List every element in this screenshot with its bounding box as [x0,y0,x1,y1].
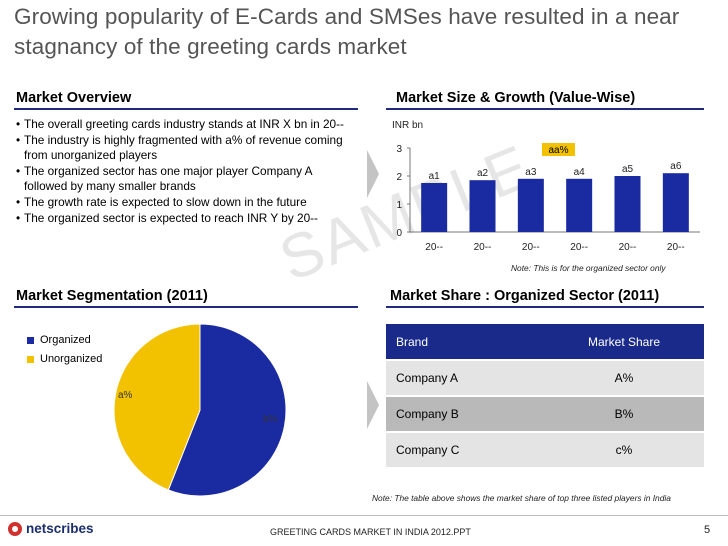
legend-item-unorganized: Unorganized [27,350,102,369]
bar-axes: 0 1 2 3 [396,144,700,239]
market-segmentation-header: Market Segmentation (2011) [14,286,358,308]
brand-cell: Company C [386,432,544,469]
share-cell: A% [544,360,704,397]
x-tick-label: 20-- [474,242,492,253]
bar [614,176,641,232]
legend-label: Organized [40,334,91,346]
market-size-note: Note: This is for the organized sector o… [511,263,666,273]
table-row: Company C c% [386,432,704,469]
y-tick-label: 1 [396,200,402,211]
bar [662,173,689,232]
netscribes-logo: netscribes [8,521,94,536]
pie-slice-organized [167,323,287,497]
market-share-heading: Market Share : Organized Sector (2011) [390,288,660,304]
brand-cell: Company A [386,360,544,397]
chevron-right-icon [367,381,379,429]
y-tick-label: 0 [396,228,402,239]
market-size-heading: Market Size & Growth (Value-Wise) [396,90,636,106]
overview-bullet: The organized sector has one major playe… [16,164,356,195]
bar-data-label: a3 [525,167,537,178]
pie-legend: Organized Unorganized [27,331,102,369]
legend-label: Unorganized [40,353,103,365]
footer-divider [0,515,728,516]
chevron-right-icon [367,150,379,198]
y-axis-unit-label: INR bn [392,120,423,131]
footer-document-name: GREETING CARDS MARKET IN INDIA 2012.PPT [270,527,471,537]
column-header-share: Market Share [544,324,704,361]
pie-slices [113,323,287,497]
bar-marks: a1 20-- a2 20-- a3 20-- a4 20-- a5 20-- a6 20-- [421,161,689,253]
market-size-header: Market Size & Growth (Value-Wise) [386,88,704,110]
legend-swatch [27,356,34,363]
legend-swatch [27,337,34,344]
market-segmentation-heading: Market Segmentation (2011) [16,288,208,304]
pie-slice-label-organized: b% [263,414,278,425]
bar [517,178,544,232]
bar-data-label: a2 [477,168,489,179]
market-share-table: Brand Market Share Company A A% Company … [386,324,704,469]
x-tick-label: 20-- [619,242,637,253]
cagr-label: aa% [548,145,568,156]
overview-bullet: The growth rate is expected to slow down… [16,195,356,211]
x-tick-label: 20-- [425,242,443,253]
share-cell: c% [544,432,704,469]
logo-mark-icon [8,521,22,536]
bar [421,183,448,232]
logo-text: netscribes [26,521,94,536]
table-row: Company A A% [386,360,704,397]
market-share-note: Note: The table above shows the market s… [372,493,671,503]
x-tick-label: 20-- [522,242,540,253]
market-segmentation-pie-chart [113,323,287,497]
legend-item-organized: Organized [27,331,102,350]
bar [469,180,496,232]
market-size-bar-chart: INR bn 0 1 2 3 a1 20-- a2 20-- a3 20-- a4 20-- a5 20… [392,120,700,253]
overview-bullet: The organized sector is expected to reac… [16,211,356,227]
y-tick-label: 2 [396,172,402,183]
overview-bullet: The overall greeting cards industry stan… [16,117,356,133]
table-row: Company B B% [386,396,704,433]
column-header-brand: Brand [386,324,544,361]
share-cell: B% [544,396,704,433]
brand-cell: Company B [386,396,544,433]
page-number: 5 [704,524,711,536]
bar-data-label: a5 [622,164,634,175]
x-tick-label: 20-- [570,242,588,253]
market-share-header: Market Share : Organized Sector (2011) [386,286,704,308]
bar-data-label: a6 [670,161,682,172]
y-tick-label: 3 [396,144,402,155]
cagr-badge [542,143,575,156]
overview-bullets: The overall greeting cards industry stan… [16,117,356,226]
pie-slice-label-unorganized: a% [118,390,133,401]
bar [566,178,593,232]
bar-data-label: a1 [429,171,441,182]
market-overview-heading: Market Overview [16,90,132,106]
table-header-row: Brand Market Share [386,324,704,361]
overview-bullet: The industry is highly fragmented with a… [16,133,356,164]
x-tick-label: 20-- [667,242,685,253]
market-overview-header: Market Overview [14,88,358,110]
slide-title: Growing popularity of E-Cards and SMSes … [14,4,680,59]
pie-slice-unorganized [113,323,201,491]
bar-data-label: a4 [574,167,586,178]
